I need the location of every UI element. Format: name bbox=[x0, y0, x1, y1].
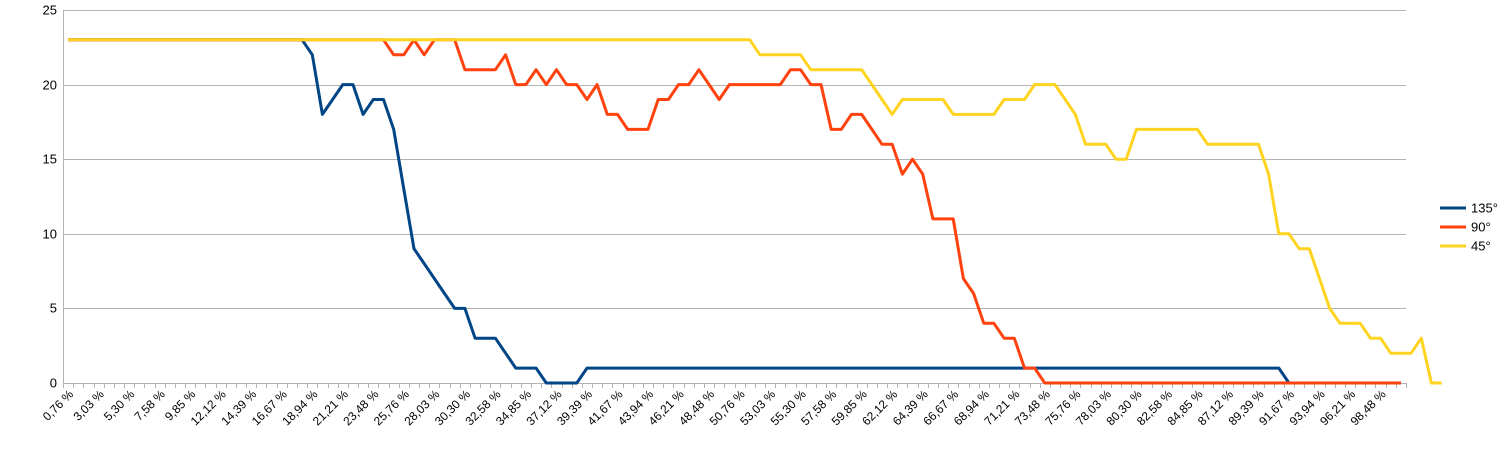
x-tick-label: 5,30 % bbox=[101, 387, 138, 424]
legend: 135° 90° 45° bbox=[1440, 201, 1498, 254]
y-tick-label: 10 bbox=[43, 227, 57, 242]
y-axis-tick-labels: 0 5 10 15 20 25 bbox=[43, 3, 57, 391]
legend-label: 45° bbox=[1471, 239, 1491, 254]
legend-label: 90° bbox=[1471, 220, 1491, 235]
y-tick-label: 20 bbox=[43, 78, 57, 93]
series-line-2 bbox=[68, 38, 1442, 385]
series-lines bbox=[68, 38, 1442, 385]
y-tick-label: 25 bbox=[43, 3, 57, 18]
y-tick-label: 15 bbox=[43, 152, 57, 167]
series-line-1 bbox=[68, 38, 1401, 385]
legend-label: 135° bbox=[1471, 201, 1498, 216]
y-tick-label: 0 bbox=[50, 376, 57, 391]
x-tick-label: 7,58 % bbox=[131, 387, 168, 424]
gridlines bbox=[63, 10, 1406, 309]
x-tick-label: 3,03 % bbox=[70, 387, 107, 424]
y-tick-label: 5 bbox=[50, 301, 57, 316]
axes bbox=[63, 10, 1407, 388]
series-line-0 bbox=[68, 38, 1401, 385]
x-tick-label: 0,76 % bbox=[40, 387, 77, 424]
x-axis-tick-labels: 0,76 %3,03 %5,30 %7,58 %9,85 %12,12 %14,… bbox=[40, 387, 1389, 428]
